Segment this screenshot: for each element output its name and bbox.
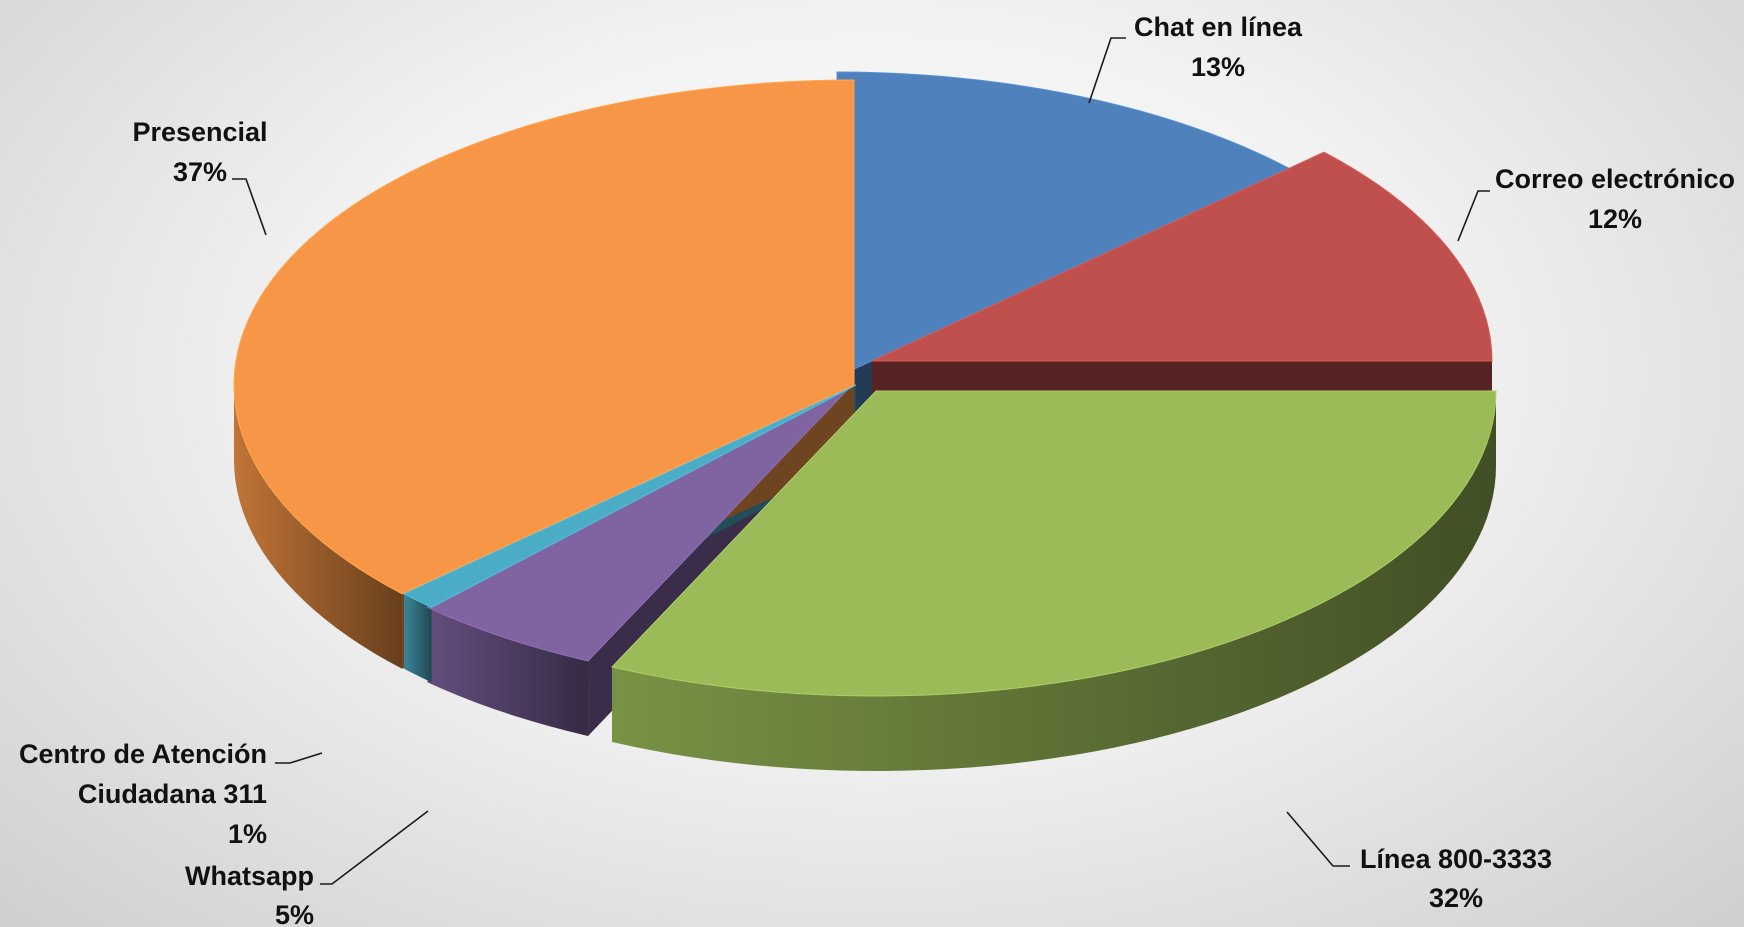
slice-rim-whatsapp (427, 607, 589, 736)
data-label-value-whatsapp: 5% (275, 900, 314, 927)
data-label-value-correo: 12% (1588, 204, 1642, 234)
leader-line-presencial (232, 178, 267, 236)
pie-slice-linea[interactable] (611, 390, 1497, 697)
data-label-value-linea: 32% (1429, 883, 1483, 913)
leader-line-correo (1457, 190, 1490, 242)
data-label-name-whatsapp: Whatsapp (185, 861, 314, 891)
pie-slice-presencial[interactable] (233, 79, 855, 595)
pie-slice-chat[interactable] (836, 71, 1291, 378)
pie-slice-whatsapp[interactable] (426, 384, 853, 662)
pie-slice-centro[interactable] (402, 384, 857, 608)
data-label-name-chat: Chat en línea (1134, 12, 1303, 42)
data-label-name-linea: Línea 800-3333 (1360, 844, 1552, 874)
leader-line-whatsapp (320, 810, 429, 885)
leader-line-centro (275, 752, 323, 764)
leader-line-linea (1286, 811, 1350, 867)
pie-slice-correo[interactable] (871, 151, 1493, 362)
data-label-value-presencial: 37% (173, 157, 227, 187)
slice-rim-presencial (234, 385, 403, 669)
data-label-name-centro: Ciudadana 311 (78, 779, 267, 809)
data-label-name-presencial: Presencial (132, 117, 267, 147)
slice-rim-centro (404, 593, 432, 683)
data-label-name-correo: Correo electrónico (1495, 164, 1735, 194)
data-label-name-centro: Centro de Atención (19, 739, 267, 769)
data-label-value-chat: 13% (1191, 52, 1245, 82)
data-label-value-centro: 1% (228, 819, 267, 849)
leader-line-chat (1088, 37, 1126, 104)
slice-rim-linea (612, 391, 1496, 771)
